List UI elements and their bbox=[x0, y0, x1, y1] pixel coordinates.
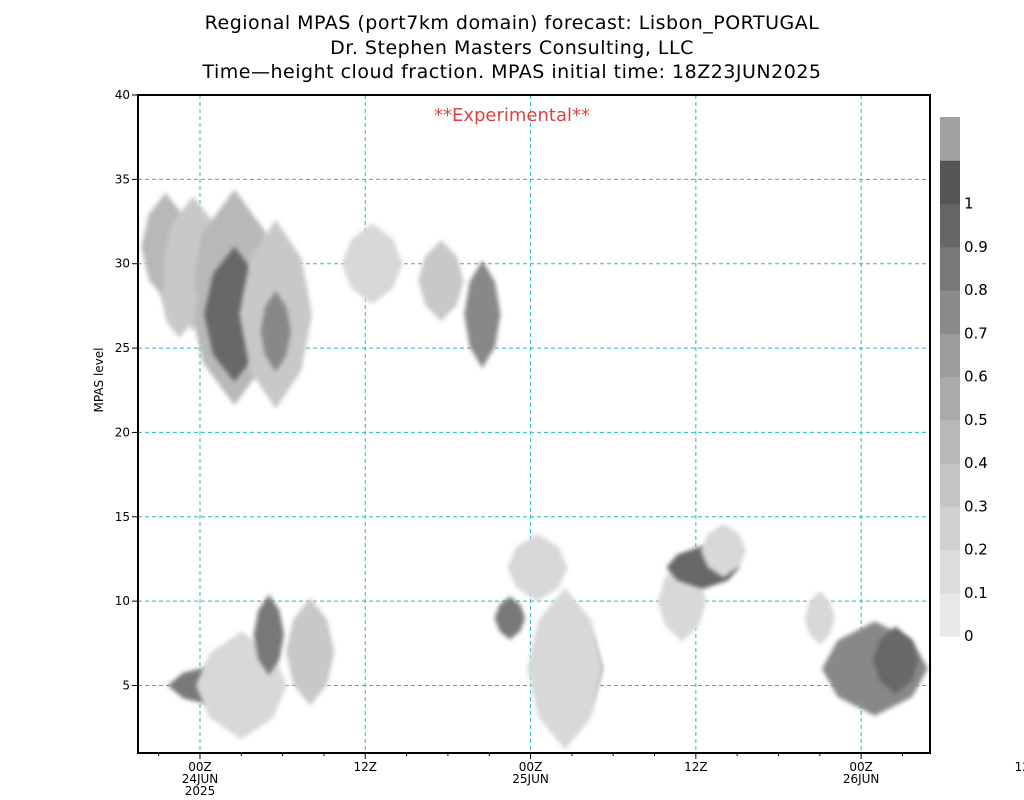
colorbar-swatch bbox=[940, 117, 960, 161]
colorbar-label: 1 bbox=[964, 195, 974, 213]
x-tick-label: 12Z bbox=[354, 760, 378, 774]
y-tick-label: 40 bbox=[115, 88, 130, 102]
y-tick-label: 20 bbox=[115, 425, 130, 439]
colorbar-swatch bbox=[940, 246, 960, 291]
colorbar-label: 0.7 bbox=[964, 324, 988, 342]
cloud-layer bbox=[141, 189, 928, 750]
x-tick-label: 00Z bbox=[849, 760, 873, 774]
y-tick-label: 5 bbox=[122, 679, 130, 693]
colorbar-label: 0 bbox=[964, 627, 974, 645]
colorbar-label: 0.8 bbox=[964, 281, 988, 299]
x-tick-label: 00Z bbox=[519, 760, 543, 774]
y-tick-label: 25 bbox=[115, 341, 130, 355]
cloud-fraction-area bbox=[161, 257, 198, 338]
colorbar-label: 0.6 bbox=[964, 368, 988, 386]
x-tick-label: 2025 bbox=[185, 784, 216, 798]
colorbar-swatch bbox=[940, 419, 960, 464]
y-tick-label: 30 bbox=[115, 257, 130, 271]
colorbar-swatch bbox=[940, 203, 960, 248]
colorbar-swatch bbox=[940, 333, 960, 378]
colorbar-label: 0.3 bbox=[964, 497, 988, 515]
colorbar-swatch bbox=[940, 506, 960, 551]
cloud-fraction-area bbox=[418, 240, 464, 322]
colorbar-swatch bbox=[940, 160, 960, 205]
colorbar-label: 0.4 bbox=[964, 454, 988, 472]
cloud-fraction-area bbox=[804, 591, 835, 645]
chart-title-line-2: Dr. Stephen Masters Consulting, LLC bbox=[330, 37, 694, 59]
x-tick-label: 00Z bbox=[188, 760, 212, 774]
colorbar-swatch bbox=[940, 549, 960, 594]
cloud-fraction-area bbox=[341, 223, 403, 305]
colorbar-label: 0.2 bbox=[964, 541, 988, 559]
colorbar-label: 0.5 bbox=[964, 411, 988, 429]
colorbar-swatch bbox=[940, 376, 960, 421]
colorbar-label: 0.9 bbox=[964, 238, 988, 256]
cloud-fraction-area bbox=[494, 596, 525, 640]
cloud-fraction-area bbox=[464, 260, 501, 369]
chart-title-line-1: Regional MPAS (port7km domain) forecast:… bbox=[204, 12, 820, 34]
x-tick-label: 26JUN bbox=[843, 772, 880, 786]
cloud-fraction-area bbox=[872, 626, 919, 694]
experimental-annotation: **Experimental** bbox=[434, 105, 590, 126]
x-tick-label: 12Z bbox=[684, 760, 708, 774]
cloud-fraction-area bbox=[700, 523, 747, 578]
x-tick-label: 25JUN bbox=[512, 772, 549, 786]
colorbar-label: 0.1 bbox=[964, 584, 988, 602]
y-tick-label: 15 bbox=[115, 510, 130, 524]
cloud-fraction-area bbox=[253, 594, 284, 676]
plot-frame bbox=[137, 94, 931, 754]
chart-title-line-3: Time—height cloud fraction. MPAS initial… bbox=[202, 61, 822, 83]
colorbar-swatch bbox=[940, 290, 960, 334]
colorbar-swatch bbox=[940, 592, 960, 637]
x-tick-label: 24JUN bbox=[182, 772, 219, 786]
x-tick-label: 12Z bbox=[1015, 760, 1024, 774]
cloud-fraction-area bbox=[527, 587, 603, 750]
cloud-fraction-area bbox=[507, 533, 568, 602]
y-tick-label: 35 bbox=[115, 172, 130, 186]
colorbar: 0 0.1 0.2 0.3 0.4 0.5 0.6 0.7 0.8 0.9 1 bbox=[940, 117, 988, 645]
y-tick-label: 10 bbox=[115, 594, 130, 608]
cloud-fraction-area bbox=[285, 597, 335, 706]
colorbar-swatch bbox=[940, 463, 960, 507]
y-axis-label: MPAS level bbox=[92, 348, 106, 413]
cloud-fraction-area bbox=[260, 290, 291, 372]
